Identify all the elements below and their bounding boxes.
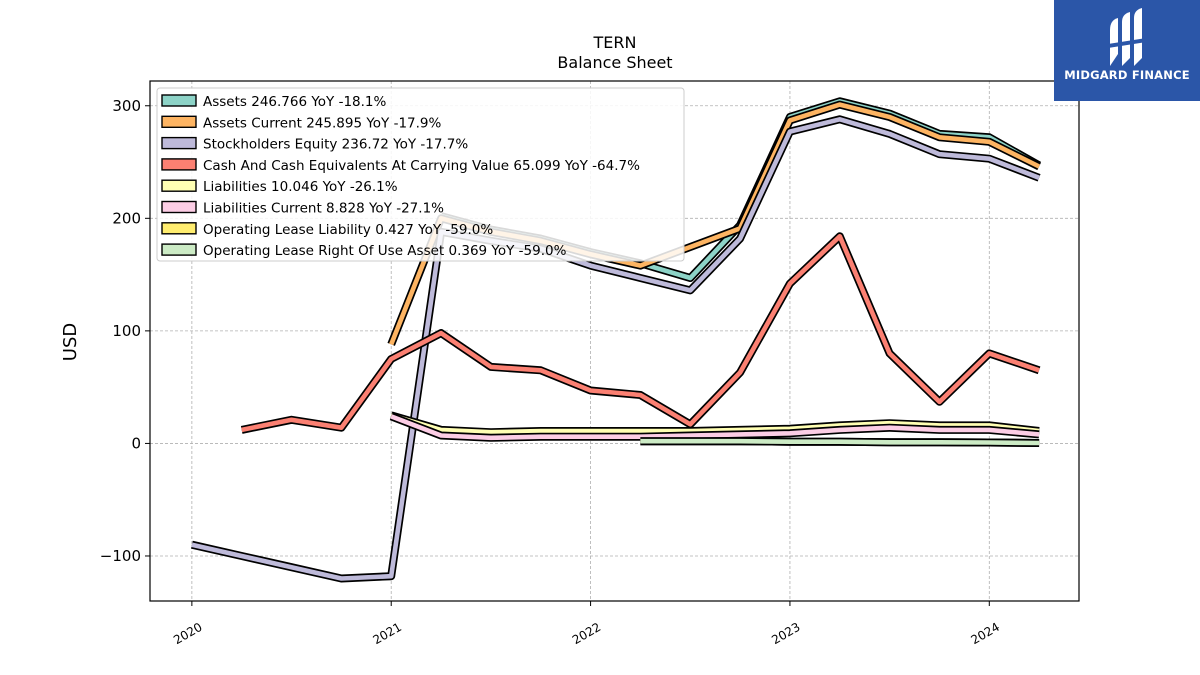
legend-swatch [161, 115, 197, 129]
x-tick-label: 2020 [171, 620, 204, 647]
legend-swatch [161, 222, 197, 235]
y-tick-label: 300 [112, 97, 141, 115]
x-tick-label: 2021 [370, 620, 403, 647]
legend-label: Liabilities Current 8.828 YoY -27.1% [203, 201, 444, 217]
series-4 [390, 411, 1040, 437]
brand-logo-text: MIDGARD FINANCE [1064, 68, 1190, 82]
chart-subtitle: Balance Sheet [557, 53, 672, 72]
legend-label: Assets Current 245.895 YoY -17.9% [203, 115, 442, 131]
legend: Assets 246.766 YoY -18.1% Assets Current … [156, 87, 685, 262]
legend-box [156, 87, 685, 262]
y-tick-label: 200 [112, 209, 141, 227]
legend-swatch [161, 243, 197, 256]
brand-logo: MIDGARD FINANCE [1054, 0, 1200, 101]
plot-frame [149, 80, 1080, 602]
series-2 [191, 115, 1041, 583]
series-3 [240, 232, 1041, 434]
legend-swatch [161, 179, 197, 192]
legend-swatch [161, 158, 197, 171]
y-tick-label: 100 [112, 322, 141, 340]
legend-label: Liabilities 10.046 YoY -26.1% [203, 179, 398, 195]
chart-title: TERN [593, 33, 637, 52]
series-5 [389, 412, 1040, 442]
legend-label: Operating Lease Right Of Use Asset 0.369… [203, 243, 567, 259]
series-line [640, 438, 1040, 446]
x-tick-label: 2023 [769, 620, 802, 647]
legend-swatch [161, 136, 197, 150]
series-line [191, 117, 1040, 581]
y-tick-label: −100 [100, 547, 141, 565]
series-line [241, 234, 1040, 433]
midgard-logo-icon [1108, 8, 1146, 66]
legend-label: Stockholders Equity 236.72 YoY -17.7% [203, 137, 468, 153]
x-tick-label: 2024 [969, 620, 1002, 647]
legend-swatch [161, 94, 197, 107]
legend-swatch [161, 200, 197, 214]
series-line [390, 413, 1040, 435]
series-line [390, 414, 1040, 441]
y-tick-label: 0 [131, 434, 141, 452]
x-tick-label: 2022 [570, 620, 603, 647]
y-axis-label: USD [60, 323, 81, 361]
legend-label: Assets 246.766 YoY -18.1% [203, 94, 387, 110]
legend-label: Cash And Cash Equivalents At Carrying Va… [203, 158, 640, 174]
legend-label: Operating Lease Liability 0.427 YoY -59.… [203, 222, 493, 238]
series-7 [640, 437, 1040, 447]
